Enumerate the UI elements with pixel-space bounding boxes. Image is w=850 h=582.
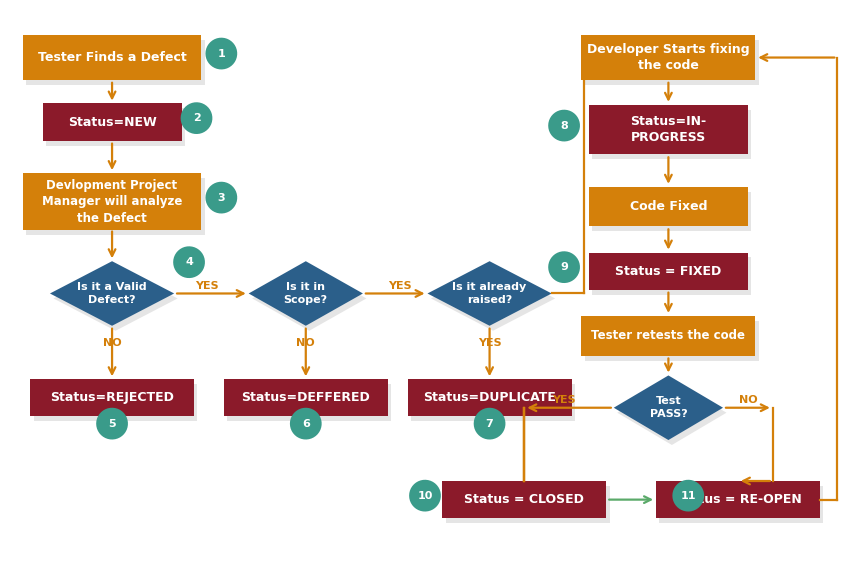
Bar — [224, 379, 388, 417]
Text: NO: NO — [103, 338, 122, 348]
Text: 9: 9 — [560, 262, 568, 272]
Text: Status=NEW: Status=NEW — [68, 116, 156, 129]
Text: YES: YES — [195, 281, 218, 291]
Text: 6: 6 — [302, 418, 309, 428]
Bar — [30, 379, 194, 417]
Bar — [408, 379, 571, 417]
Bar — [589, 253, 748, 290]
Bar — [585, 321, 759, 360]
Text: 5: 5 — [108, 418, 116, 428]
PathPatch shape — [290, 408, 321, 441]
Text: NO: NO — [739, 395, 757, 405]
Polygon shape — [252, 266, 366, 331]
PathPatch shape — [180, 102, 212, 136]
Text: Is it in
Scope?: Is it in Scope? — [284, 282, 328, 305]
Text: 2: 2 — [193, 113, 201, 123]
PathPatch shape — [206, 182, 237, 215]
Text: 1: 1 — [218, 48, 225, 59]
Text: Tester retests the code: Tester retests the code — [592, 329, 745, 342]
Text: Test
PASS?: Test PASS? — [649, 396, 688, 419]
Bar — [592, 257, 751, 294]
Text: 11: 11 — [681, 491, 696, 501]
Text: 10: 10 — [417, 491, 433, 501]
Polygon shape — [617, 381, 727, 445]
Polygon shape — [249, 261, 363, 326]
Polygon shape — [50, 261, 174, 326]
Bar — [42, 104, 182, 141]
Bar — [34, 384, 197, 421]
Polygon shape — [614, 375, 723, 440]
PathPatch shape — [96, 408, 127, 441]
Text: YES: YES — [388, 281, 412, 291]
Text: Status=IN-
PROGRESS: Status=IN- PROGRESS — [631, 115, 706, 144]
Text: Status=REJECTED: Status=REJECTED — [50, 391, 174, 404]
Text: Is it a Valid
Defect?: Is it a Valid Defect? — [77, 282, 147, 305]
Text: Developer Starts fixing
the code: Developer Starts fixing the code — [587, 43, 750, 72]
Bar — [411, 384, 575, 421]
Text: Code Fixed: Code Fixed — [630, 200, 707, 213]
Bar — [26, 178, 205, 235]
Text: Status = FIXED: Status = FIXED — [615, 265, 722, 278]
Bar — [585, 40, 759, 85]
Text: 7: 7 — [485, 418, 494, 428]
Bar — [46, 108, 185, 146]
Bar — [660, 486, 824, 523]
Bar — [446, 486, 609, 523]
Bar — [442, 481, 606, 518]
Text: YES: YES — [478, 338, 502, 348]
Bar — [23, 173, 201, 230]
Text: Status = CLOSED: Status = CLOSED — [464, 493, 584, 506]
Text: 4: 4 — [185, 257, 193, 267]
Bar — [656, 481, 820, 518]
Text: Is it already
raised?: Is it already raised? — [452, 282, 527, 305]
Text: NO: NO — [297, 338, 315, 348]
PathPatch shape — [206, 38, 237, 71]
Text: Tester Finds a Defect: Tester Finds a Defect — [37, 51, 186, 64]
Text: YES: YES — [552, 395, 576, 405]
Text: Status=DEFFERED: Status=DEFFERED — [241, 391, 370, 404]
Bar — [581, 316, 756, 356]
Polygon shape — [428, 261, 552, 326]
Bar — [26, 40, 205, 85]
PathPatch shape — [672, 480, 704, 513]
PathPatch shape — [409, 480, 441, 513]
Bar — [589, 105, 748, 154]
Text: Devlopment Project
Manager will analyze
the Defect: Devlopment Project Manager will analyze … — [42, 179, 182, 225]
PathPatch shape — [548, 109, 580, 143]
Bar — [589, 187, 748, 226]
Text: Status = RE-OPEN: Status = RE-OPEN — [675, 493, 802, 506]
PathPatch shape — [548, 251, 580, 285]
PathPatch shape — [473, 408, 506, 441]
Bar — [227, 384, 391, 421]
Text: Status=DUPLICATE: Status=DUPLICATE — [423, 391, 556, 404]
Text: 8: 8 — [560, 120, 568, 130]
Polygon shape — [431, 266, 555, 331]
Bar — [592, 109, 751, 159]
Text: 3: 3 — [218, 193, 225, 203]
Bar — [581, 35, 756, 80]
PathPatch shape — [173, 246, 205, 280]
Bar — [592, 191, 751, 232]
Polygon shape — [54, 266, 178, 331]
Bar — [23, 35, 201, 80]
